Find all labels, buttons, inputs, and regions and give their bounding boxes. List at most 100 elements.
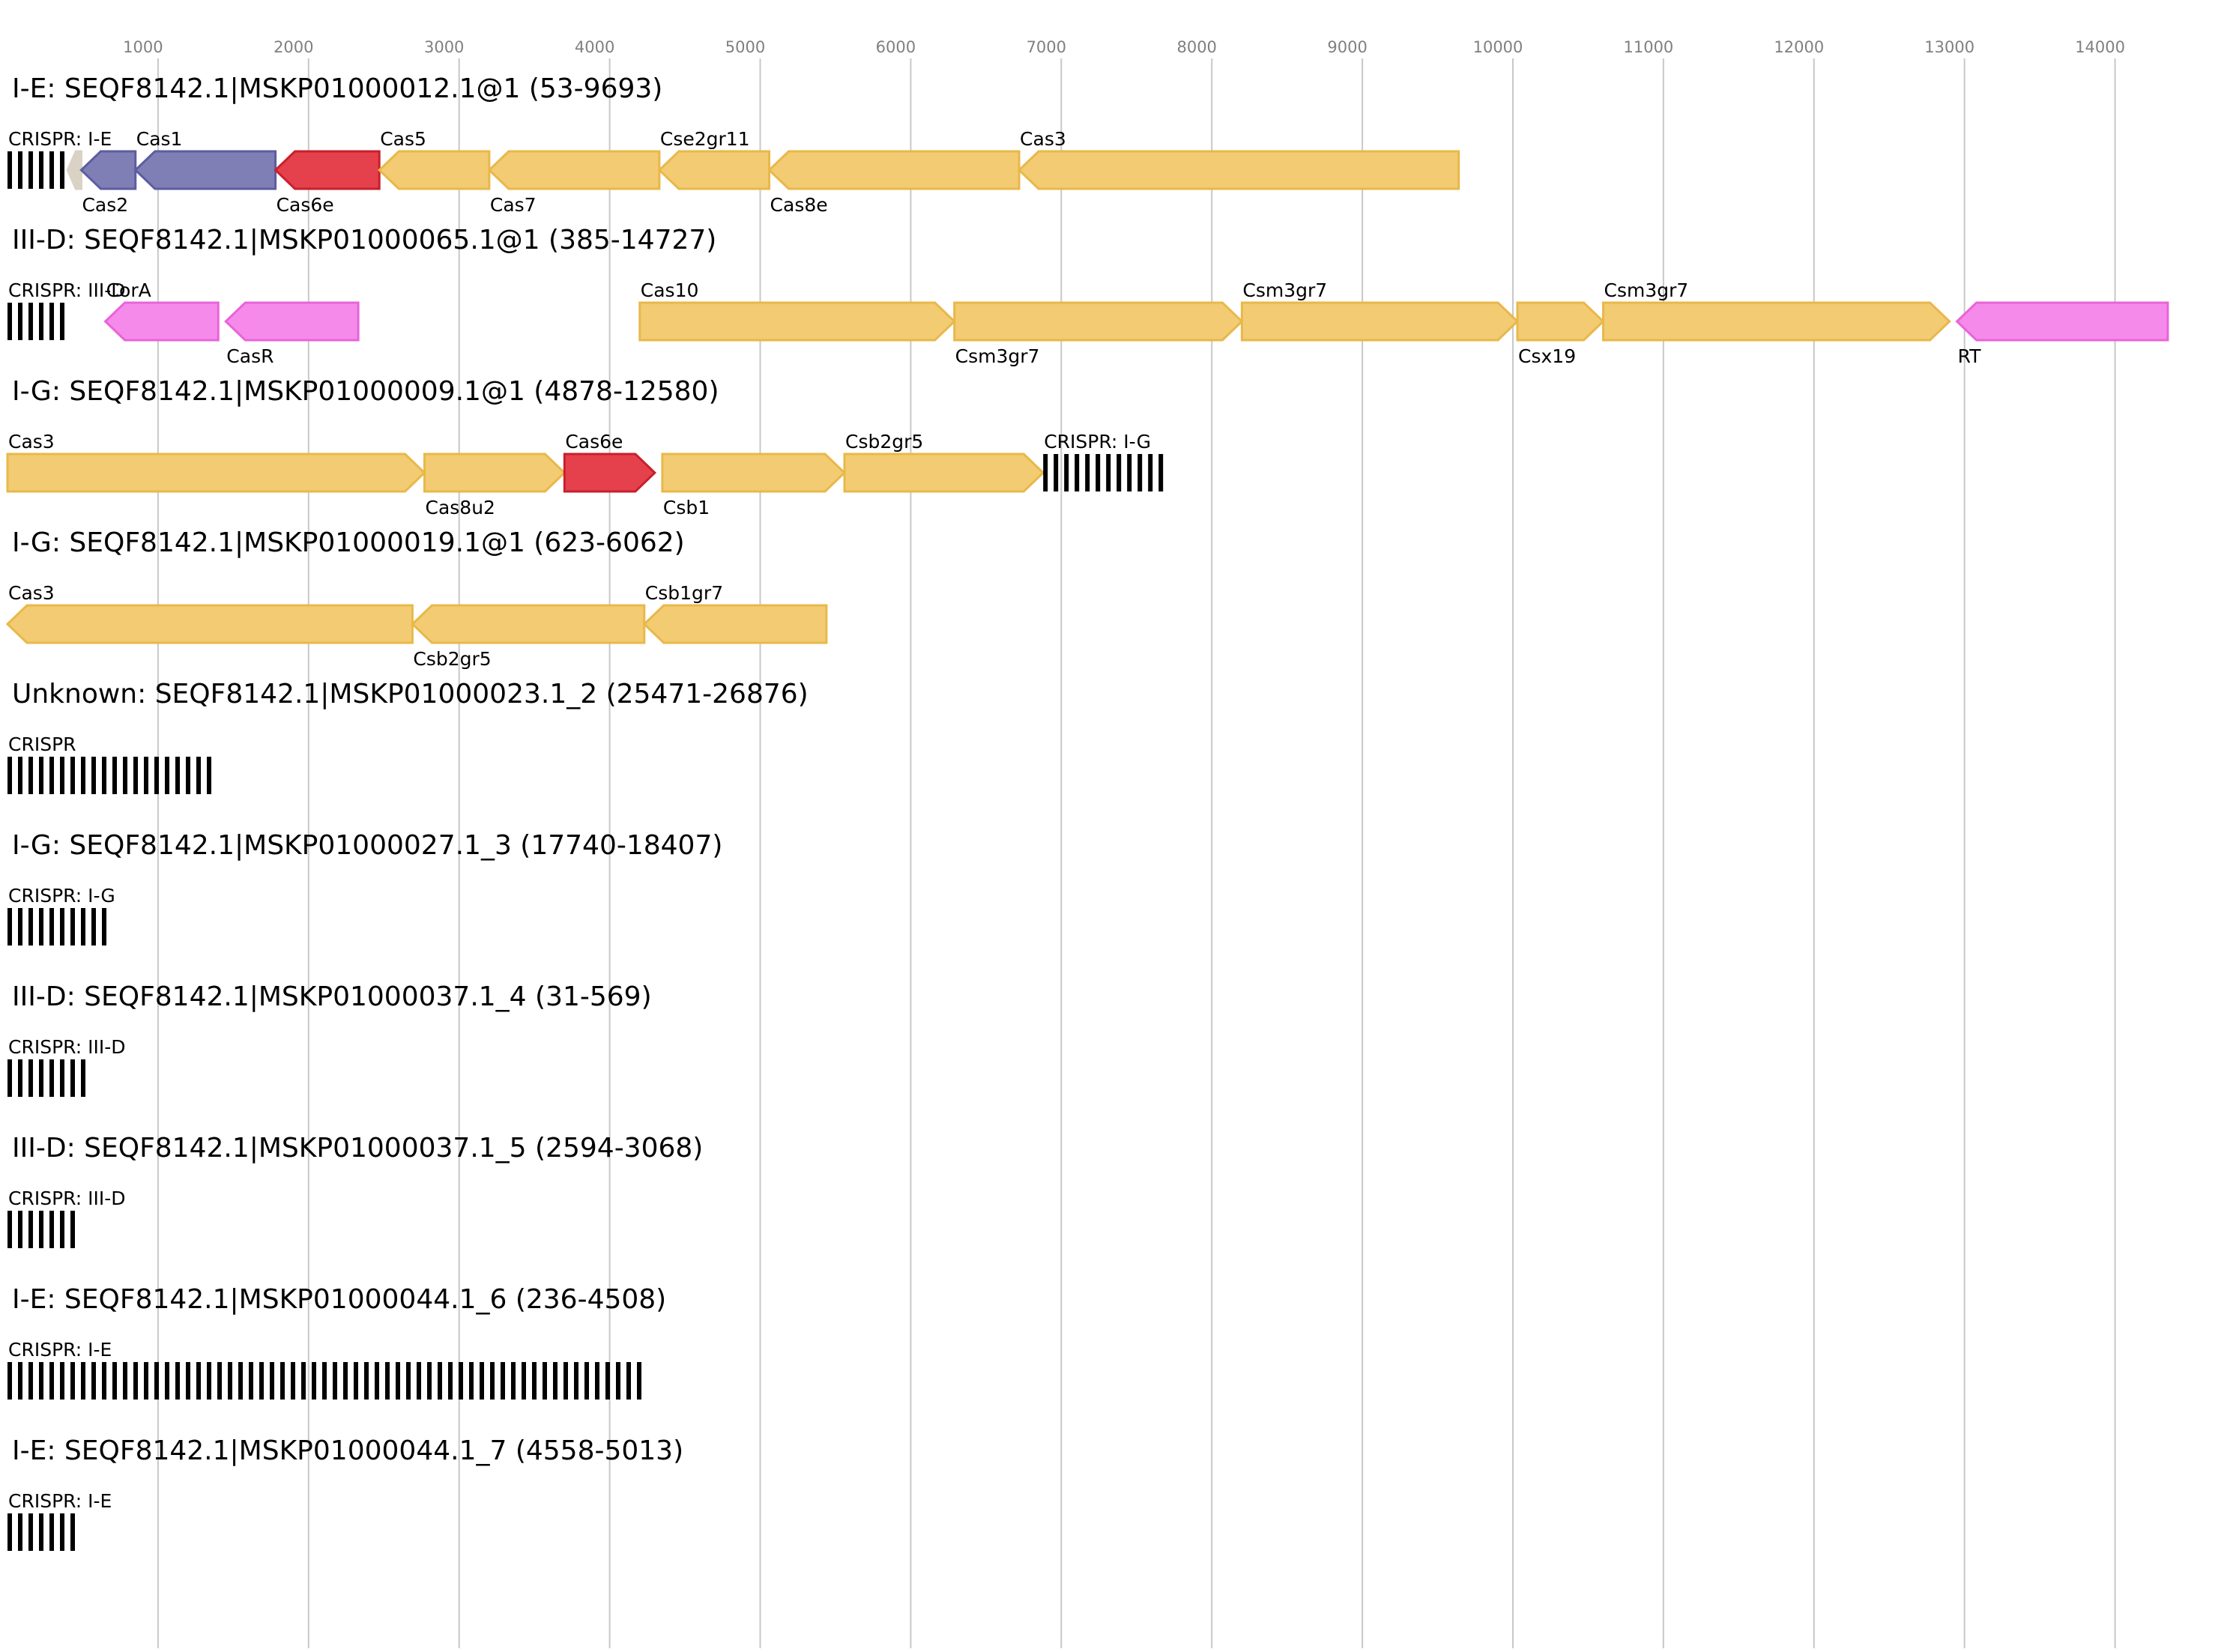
crispr-repeat [7,1513,12,1551]
crispr-repeat [637,1362,641,1400]
crispr-label: CRISPR: I-E [8,1339,112,1361]
crispr-repeat [228,1362,232,1400]
crispr-repeat [49,151,54,189]
crispr-repeat [154,757,159,794]
gene-label: Cas8e [770,194,828,216]
crispr-repeat [60,1211,64,1248]
crispr-repeat [448,1362,453,1400]
gene-arrow-cas3 [5,604,414,644]
tick-label: 13000 [1924,38,1974,56]
track: I-G: SEQF8142.1|MSKP01000009.1@1 (4878-1… [6,376,1164,518]
gene-arrow-csb2gr5 [411,604,646,644]
tick-label: 1000 [123,38,163,56]
crispr-array [7,757,211,794]
gene-label: Csx19 [1518,345,1576,367]
crispr-repeat [280,1362,285,1400]
gene-label: Cas3 [8,431,55,453]
tick-label: 4000 [575,38,614,56]
crispr-repeat [175,757,180,794]
crispr-repeat [186,1362,190,1400]
crispr-repeat [60,908,64,945]
crispr-repeat [18,1059,22,1097]
tick-label: 6000 [876,38,916,56]
track-title: I-E: SEQF8142.1|MSKP01000012.1@1 (53-969… [12,73,662,104]
crispr-array [7,1059,85,1097]
gene-label: Cas6e [565,431,623,453]
gene-label: Csb1gr7 [645,582,723,604]
tick-label: 14000 [2075,38,2125,56]
crispr-repeat [196,1362,201,1400]
crispr-repeat [312,1362,316,1400]
crispr-repeat [102,908,106,945]
gene-arrow-cas2 [79,150,137,190]
crispr-repeat [49,1362,54,1400]
crispr-repeat [7,303,12,340]
crispr-repeat [574,1362,578,1400]
crispr-label: CRISPR: I-E [8,1490,112,1512]
crispr-repeat [70,1513,75,1551]
crispr-repeat [133,1362,138,1400]
gene-arrow-cas1 [133,150,277,190]
crispr-repeat [490,1362,495,1400]
crispr-repeat [511,1362,516,1400]
crispr-repeat [553,1362,557,1400]
crispr-repeat [532,1362,537,1400]
crispr-repeat [144,1362,148,1400]
crispr-repeat [249,1362,253,1400]
crispr-repeat [7,1059,12,1097]
crispr-repeat [427,1362,432,1400]
crispr-array [7,151,64,189]
crispr-repeat [469,1362,474,1400]
tick-label: 9000 [1327,38,1367,56]
track: III-D: SEQF8142.1|MSKP01000065.1@1 (385-… [7,225,2169,367]
crispr-repeat [102,757,106,794]
crispr-label: CRISPR: I-G [8,885,115,907]
track-title: I-E: SEQF8142.1|MSKP01000044.1_6 (236-45… [12,1284,666,1315]
track: I-G: SEQF8142.1|MSKP01000027.1_3 (17740-… [7,830,722,945]
crispr-array [1043,454,1164,491]
crispr-repeat [18,1211,22,1248]
crispr-repeat [301,1362,306,1400]
crispr-repeat [1106,454,1111,491]
crispr-repeat [207,757,211,794]
crispr-array [7,1513,75,1551]
crispr-repeat [28,1211,33,1248]
track-title: I-G: SEQF8142.1|MSKP01000027.1_3 (17740-… [12,830,722,861]
gene-arrow-casr [224,301,360,342]
crispr-label: CRISPR: I-G [1044,431,1151,453]
crispr-repeat [18,303,22,340]
crispr-label: CRISPR: III-D [8,1036,126,1058]
crispr-repeat [1075,454,1080,491]
gene-arrow-cse2gr11 [657,150,771,190]
track: III-D: SEQF8142.1|MSKP01000037.1_4 (31-5… [7,981,652,1097]
crispr-repeat [70,1362,75,1400]
track: I-E: SEQF8142.1|MSKP01000044.1_7 (4558-5… [7,1435,683,1551]
crispr-repeat [28,757,33,794]
gene-arrow-cas6e [563,453,657,493]
tick-label: 10000 [1473,38,1523,56]
crispr-repeat [595,1362,599,1400]
crispr-repeat [7,908,12,945]
crispr-repeat [480,1362,484,1400]
track: III-D: SEQF8142.1|MSKP01000037.1_5 (2594… [7,1133,703,1248]
crispr-repeat [626,1362,631,1400]
gene-label: Cas2 [82,194,128,216]
crispr-repeat [154,1362,159,1400]
crispr-repeat [28,151,33,189]
crispr-repeat [343,1362,348,1400]
crispr-repeat [7,1362,12,1400]
crispr-repeat [364,1362,369,1400]
crispr-repeat [81,1362,85,1400]
gene-label: RT [1958,345,1982,367]
crispr-repeat [396,1362,400,1400]
track: I-E: SEQF8142.1|MSKP01000012.1@1 (53-969… [7,73,1460,216]
crispr-repeat [616,1362,620,1400]
crispr-repeat [165,1362,169,1400]
crispr-repeat [70,1059,75,1097]
crispr-repeat [144,757,148,794]
crispr-repeat [60,1059,64,1097]
crispr-repeat [70,757,75,794]
crispr-array [7,303,64,340]
crispr-repeat [91,1362,96,1400]
crispr-repeat [354,1362,358,1400]
